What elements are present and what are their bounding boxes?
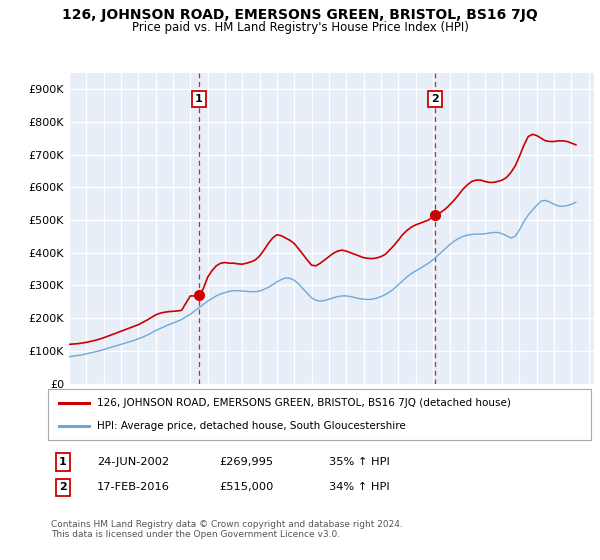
Text: HPI: Average price, detached house, South Gloucestershire: HPI: Average price, detached house, Sout… [97,421,406,431]
Text: 1: 1 [195,94,202,104]
Text: 17-FEB-2016: 17-FEB-2016 [97,482,170,492]
Text: 34% ↑ HPI: 34% ↑ HPI [329,482,389,492]
Text: 126, JOHNSON ROAD, EMERSONS GREEN, BRISTOL, BS16 7JQ: 126, JOHNSON ROAD, EMERSONS GREEN, BRIST… [62,8,538,22]
Text: Contains HM Land Registry data © Crown copyright and database right 2024.
This d: Contains HM Land Registry data © Crown c… [51,520,403,539]
Text: 126, JOHNSON ROAD, EMERSONS GREEN, BRISTOL, BS16 7JQ (detached house): 126, JOHNSON ROAD, EMERSONS GREEN, BRIST… [97,398,511,408]
Text: Price paid vs. HM Land Registry's House Price Index (HPI): Price paid vs. HM Land Registry's House … [131,21,469,34]
Text: 2: 2 [431,94,439,104]
Text: 2: 2 [59,482,67,492]
Text: £515,000: £515,000 [219,482,274,492]
Text: 1: 1 [59,457,67,467]
Text: 35% ↑ HPI: 35% ↑ HPI [329,457,389,467]
Text: 24-JUN-2002: 24-JUN-2002 [97,457,169,467]
Text: £269,995: £269,995 [219,457,273,467]
